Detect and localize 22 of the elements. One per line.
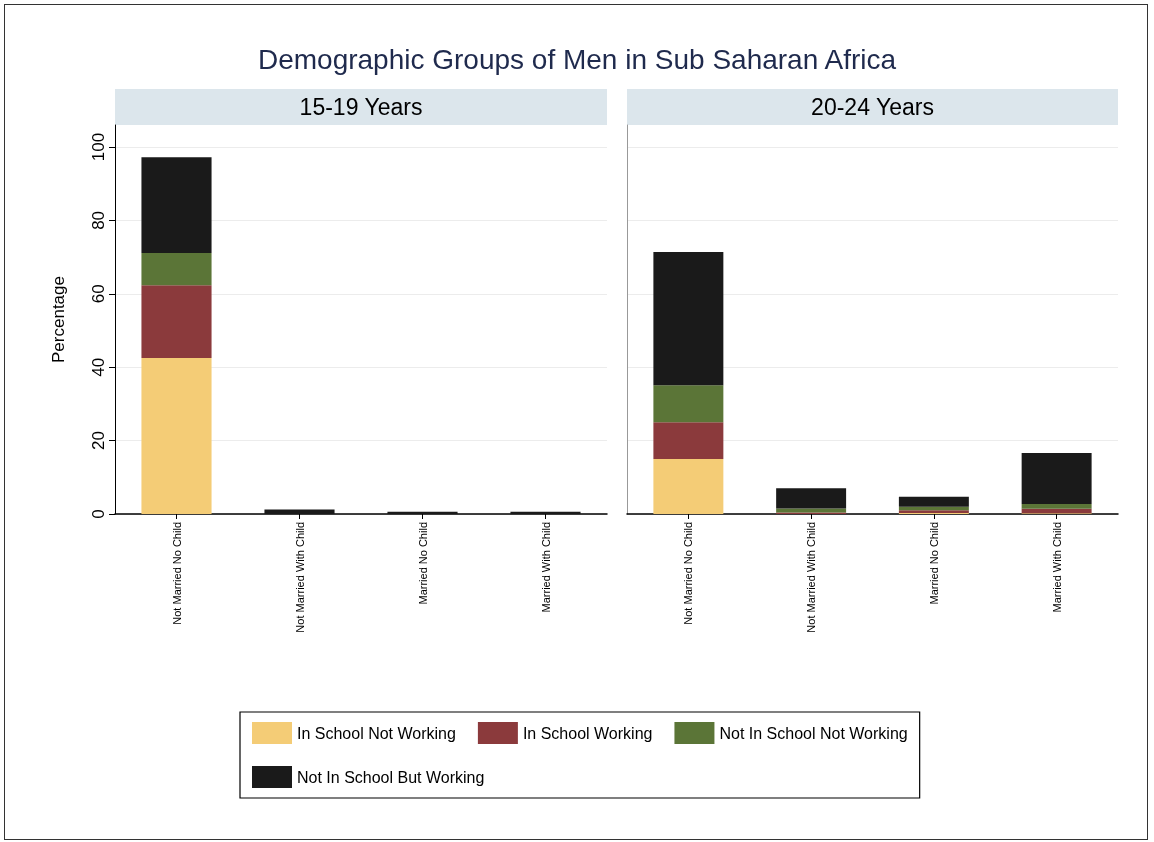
x-tick-label: Married With Child	[539, 522, 552, 613]
x-tick-label: Not Married No Child	[682, 522, 695, 625]
legend-label: Not In School But Working	[297, 768, 485, 786]
y-tick-label: 40	[89, 357, 108, 377]
y-tick-label: 80	[89, 210, 108, 230]
chart-subtitle: 15-19 Years	[299, 94, 423, 120]
y-tick-label: 0	[89, 509, 108, 519]
legend-label: Not In School Not Working	[719, 724, 908, 742]
chart-title: Demographic Groups of Men in Sub Saharan Africa	[257, 43, 897, 75]
y-axis-title: Percentage	[49, 276, 68, 363]
x-tick-label: Not Married With Child	[293, 522, 306, 633]
y-tick-label: 100	[89, 132, 108, 162]
x-tick-label: Not Married With Child	[805, 522, 818, 633]
x-tick-label: Married No Child	[416, 522, 429, 605]
y-tick-label: 60	[89, 284, 108, 304]
x-tick-label: Married With Child	[1050, 522, 1063, 613]
x-tick-label: Married No Child	[927, 522, 940, 605]
x-tick-label: Not Married No Child	[170, 522, 183, 625]
y-tick-label: 20	[89, 431, 108, 451]
chart-subtitle: 20-24 Years	[811, 94, 934, 120]
legend-label: In School Working	[522, 724, 653, 742]
legend-label: In School Not Working	[297, 724, 456, 742]
